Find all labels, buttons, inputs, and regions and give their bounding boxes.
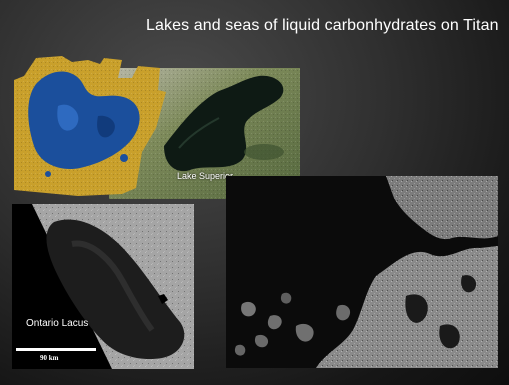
scale-bar-label: 90 km xyxy=(40,354,59,362)
lake-superior-label: Lake Superior xyxy=(177,171,234,181)
titan-vs-lake-superior-image: Lake Superior xyxy=(14,56,300,199)
scale-bar xyxy=(16,348,96,351)
seas-radar-graphic xyxy=(226,176,498,368)
titan-seas-radar-image xyxy=(226,176,498,368)
ontario-lacus-graphic xyxy=(12,204,194,369)
slide-title: Lakes and seas of liquid carbonhydrates … xyxy=(146,17,499,34)
ontario-lacus-label: Ontario Lacus xyxy=(26,318,89,329)
ontario-lacus-image: Ontario Lacus 90 km xyxy=(12,204,194,369)
comparison-graphic xyxy=(14,56,300,199)
